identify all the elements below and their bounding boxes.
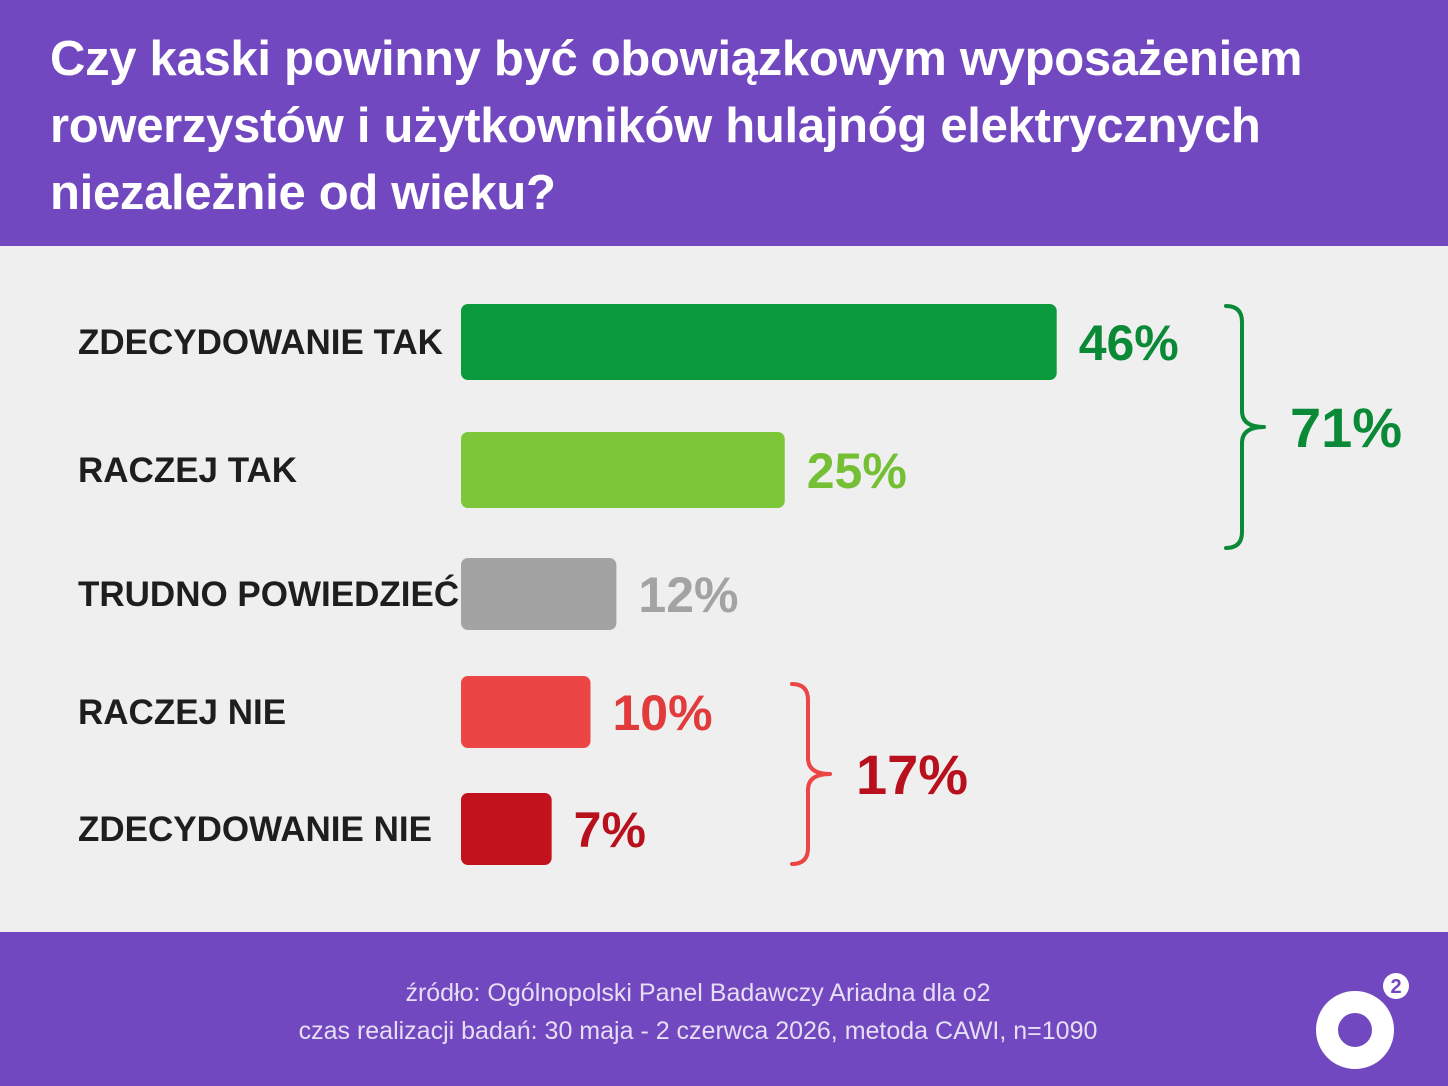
footer-banner: źródło: Ogólnopolski Panel Badawczy Aria… (0, 932, 1448, 1086)
value-label: 7% (574, 802, 646, 858)
bar (461, 432, 785, 508)
category-label: RACZEJ NIE (78, 693, 286, 732)
bar (461, 304, 1057, 380)
group-bracket (1224, 304, 1266, 550)
group-bracket (790, 682, 832, 866)
svg-text:2: 2 (1390, 976, 1401, 998)
value-label: 46% (1079, 315, 1179, 371)
bar (461, 676, 591, 748)
source-line-2: czas realizacji badań: 30 maja - 2 czerw… (298, 1017, 1098, 1045)
category-label: RACZEJ TAK (78, 451, 297, 490)
category-label: ZDECYDOWANIE TAK (78, 323, 443, 362)
source-note: źródło: Ogólnopolski Panel Badawczy Aria… (0, 974, 1396, 1050)
bar (461, 793, 552, 865)
category-label: ZDECYDOWANIE NIE (78, 810, 432, 849)
o2-logo-icon: 2 (1316, 973, 1409, 1069)
category-label: TRUDNO POWIEDZIEĆ (78, 574, 459, 614)
source-line-1: źródło: Ogólnopolski Panel Badawczy Aria… (405, 979, 991, 1007)
header-banner: Czy kaski powinny być obowiązkowym wypos… (0, 0, 1448, 246)
value-label: 25% (807, 443, 907, 499)
group-total-label: 17% (856, 743, 968, 806)
bar (461, 558, 617, 630)
group-total-label: 71% (1290, 396, 1402, 459)
chart-title: Czy kaski powinny być obowiązkowym wypos… (50, 32, 1303, 220)
value-label: 12% (638, 567, 738, 623)
value-label: 10% (613, 685, 713, 741)
